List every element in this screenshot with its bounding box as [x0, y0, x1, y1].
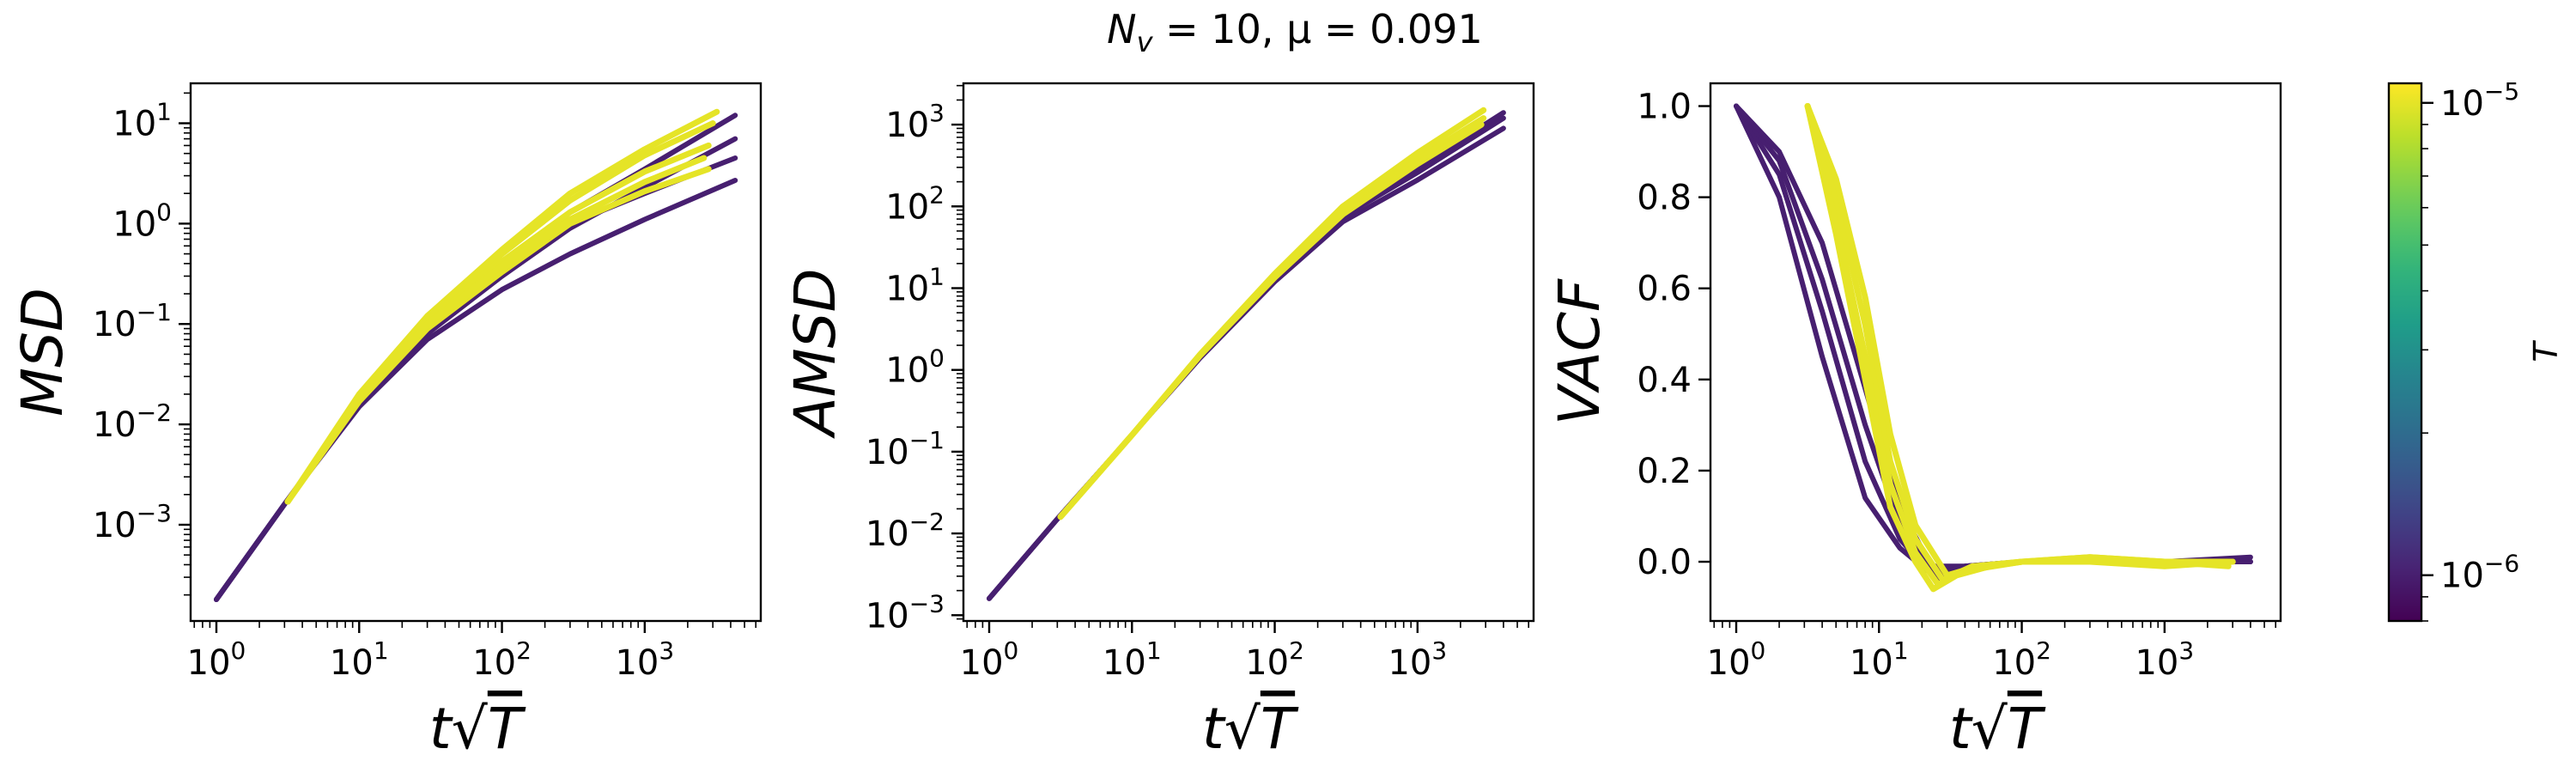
amsd-series-0 — [987, 125, 1506, 601]
y-tick-label: 10−2 — [866, 508, 945, 554]
vacf-panel: 100 101 102 103 0.0 0.2 0.4 0.6 0.8 1.0 t√T VACF — [1546, 82, 2282, 762]
y-tick-label: 10−1 — [866, 426, 945, 472]
plot-frame — [189, 82, 762, 623]
plot-frame — [1709, 82, 2282, 623]
x-axis: 100 101 102 103 — [187, 621, 757, 683]
amsd-panel: 100 101 102 103 10−3 10−2 10−1 100 101 102 103 t√T A… — [782, 82, 1535, 762]
x-tick-label: 101 — [1103, 636, 1162, 683]
msd-series-1 — [214, 136, 738, 602]
x-tick-label: 102 — [1245, 636, 1304, 683]
y-axis: 10−3 10−2 10−1 100 101 — [93, 92, 191, 596]
colorbar: 10−6 10−5 T — [2387, 77, 2565, 623]
plot-frame — [962, 82, 1535, 623]
x-tick-label: 103 — [2135, 636, 2194, 683]
amsd-series-1 — [987, 115, 1506, 601]
x-tick-label: 100 — [960, 636, 1019, 683]
y-tick-label: 103 — [885, 99, 945, 145]
msd-series-7 — [284, 108, 720, 505]
msd-panel: 100 101 102 103 10−3 10−2 10−1 100 101 t√T MSD — [9, 82, 762, 762]
y-tick-label: 10−3 — [866, 589, 945, 636]
figure-title: Nv = 10, μ = 0.091 — [1107, 6, 1483, 58]
x-tick-label: 102 — [1992, 636, 2051, 683]
vacf-series-2 — [1734, 103, 2253, 578]
y-axis-label: VACF — [1546, 278, 1613, 425]
msd-series-3 — [214, 155, 738, 602]
colorbar-label: T — [2527, 340, 2565, 362]
x-tick-label: 100 — [1707, 636, 1766, 683]
series-group — [214, 108, 738, 602]
x-tick-label: 103 — [615, 636, 674, 683]
y-tick-label: 0.4 — [1637, 361, 1692, 400]
vacf-series-0 — [1734, 103, 2253, 569]
y-tick-label: 101 — [112, 98, 172, 144]
vacf-series-7 — [1804, 103, 2232, 579]
vacf-series-6 — [1804, 103, 2236, 583]
series-group — [987, 107, 1506, 601]
x-tick-label: 101 — [1850, 636, 1909, 683]
y-tick-label: 10−3 — [93, 499, 172, 545]
y-tick-label: 0.6 — [1637, 270, 1692, 309]
y-axis: 10−3 10−2 10−1 100 101 102 103 — [866, 84, 963, 636]
x-axis-label: t√T — [1202, 696, 1299, 762]
y-axis-label: MSD — [9, 288, 76, 417]
x-tick-label: 100 — [187, 636, 246, 683]
y-axis-label: AMSD — [782, 269, 848, 440]
colorbar-frame — [2387, 82, 2423, 623]
vacf-series-1 — [1734, 103, 2253, 574]
y-tick-label: 1.0 — [1637, 88, 1692, 127]
x-axis-label: t√T — [429, 696, 526, 762]
x-tick-label: 103 — [1388, 636, 1447, 683]
x-axis-label: t√T — [1949, 696, 2046, 762]
msd-series-5 — [284, 142, 712, 505]
x-tick-label: 101 — [330, 636, 389, 683]
y-tick-label: 102 — [885, 180, 945, 227]
y-tick-label: 10−2 — [93, 399, 172, 445]
x-axis: 100 101 102 103 — [960, 621, 1530, 683]
x-axis: 100 101 102 103 — [1707, 621, 2277, 683]
msd-series-0 — [214, 178, 738, 602]
y-tick-label: 10−1 — [93, 298, 172, 344]
colorbar-tick-label: 10−5 — [2440, 77, 2519, 124]
y-tick-label: 0.2 — [1637, 452, 1692, 491]
y-tick-label: 100 — [885, 344, 945, 391]
colorbar-tick-label: 10−6 — [2440, 550, 2519, 596]
amsd-series-2 — [987, 110, 1506, 601]
x-tick-label: 102 — [472, 636, 532, 683]
y-tick-label: 0.0 — [1637, 543, 1692, 582]
series-group — [1734, 103, 2253, 593]
msd-series-8 — [284, 155, 708, 505]
vacf-series-3 — [1734, 103, 2253, 583]
y-tick-label: 0.8 — [1637, 179, 1692, 218]
colorbar-gradient — [2389, 83, 2421, 621]
y-tick-label: 101 — [885, 262, 945, 308]
y-tick-label: 100 — [112, 198, 172, 244]
amsd-series-5 — [1057, 121, 1485, 520]
y-axis: 0.0 0.2 0.4 0.6 0.8 1.0 — [1637, 88, 1710, 582]
